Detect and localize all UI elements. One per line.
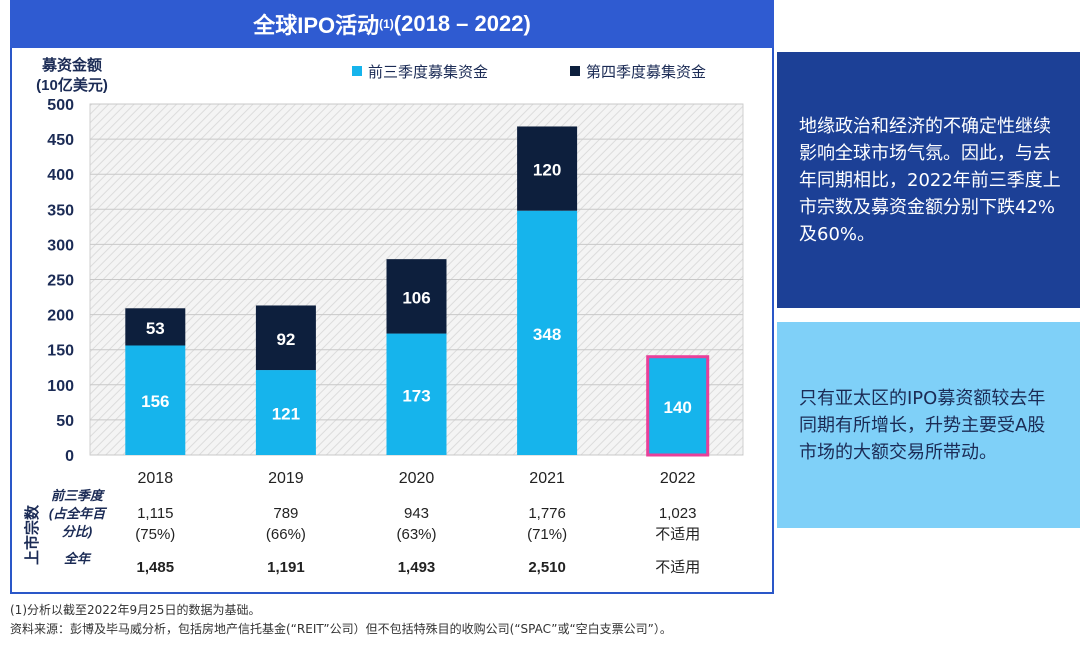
title-text: 全球IPO活动 (253, 13, 380, 38)
bar-q4-2021 (517, 126, 578, 211)
bar-q123-2019 (255, 370, 316, 455)
x-tick-label-2022: 2022 (660, 470, 696, 487)
bar-q4-2019 (255, 305, 316, 371)
table-side-label: 上市宗数 (23, 504, 41, 565)
bar-label-q123-2019: 121 (272, 405, 300, 424)
table-q123-count-2021: 1,776 (528, 505, 566, 522)
y-tick-label: 300 (47, 237, 74, 254)
bar-label-q4-2021: 120 (533, 161, 561, 180)
table-full-year-2018: 1,485 (137, 559, 175, 576)
footnote-1: (1)分析以截至2022年9月25日的数据为基础。 (10, 603, 261, 617)
commentary-text-2: 只有亚太区的IPO募资额较去年同期有所增长，升势主要受A股市场的大额交易所带动。 (799, 387, 1046, 463)
commentary-text-1: 地缘政治和经济的不确定性继续影响全球市场气氛。因此，与去年同期相比，2022年前… (799, 115, 1061, 245)
x-tick-label-2021: 2021 (529, 470, 565, 487)
x-tick-label-2018: 2018 (138, 470, 174, 487)
bar-label-q4-2018: 53 (146, 319, 165, 338)
table-full-year-2022: 不适用 (655, 559, 700, 576)
y-tick-label: 400 (47, 167, 74, 184)
table-q123-pct-2020: (63%) (396, 526, 436, 543)
bar-q4-2020 (386, 259, 447, 334)
table-q123-count-2020: 943 (404, 505, 429, 522)
bar-label-q123-2022: 140 (664, 398, 692, 417)
bar-q123-2021 (517, 210, 578, 455)
bar-label-q4-2019: 92 (276, 330, 295, 349)
y-tick-label: 50 (56, 413, 74, 430)
row1-label-line3: 分比) (62, 524, 92, 539)
x-tick-label-2019: 2019 (268, 470, 304, 487)
table-q123-count-2018: 1,115 (137, 505, 173, 522)
legend-swatch-2 (570, 66, 580, 76)
bar-label-q4-2020: 106 (402, 288, 430, 307)
bar-label-q123-2020: 173 (402, 386, 430, 405)
table-full-year-2020: 1,493 (398, 559, 436, 576)
table-q123-count-2019: 789 (273, 505, 298, 522)
title-years: (2018 – 2022) (393, 11, 531, 36)
legend-label-1: 前三季度募集资金 (368, 64, 488, 81)
table-q123-pct-2022: 不适用 (655, 526, 700, 543)
y-axis-label-line2: (10亿美元) (36, 76, 108, 94)
chart-title: 全球IPO活动 (1) (2018 – 2022) (10, 0, 774, 48)
table-q123-pct-2019: (66%) (266, 526, 306, 543)
table-q123-count-2022: 1,023 (659, 505, 697, 522)
bar-label-q123-2021: 348 (533, 325, 561, 344)
footnote-source: 资料来源：彭博及毕马威分析，包括房地产信托基金(“REIT”公司）但不包括特殊目… (10, 622, 672, 636)
y-tick-label: 200 (47, 308, 74, 325)
x-tick-label-2020: 2020 (399, 470, 435, 487)
legend-swatch-1 (352, 66, 362, 76)
row1-label-line1: 前三季度 (51, 488, 106, 503)
y-tick-label: 350 (47, 202, 74, 219)
table-full-year-2021: 2,510 (528, 559, 566, 576)
y-tick-label: 450 (47, 132, 74, 149)
bar-q123-2020 (386, 333, 447, 455)
row1-label-line2: (占全年百 (49, 506, 108, 521)
y-tick-label: 0 (65, 448, 74, 465)
y-axis-label-line1: 募资金额 (41, 56, 102, 74)
bar-q123-2018 (125, 345, 186, 455)
y-tick-label: 500 (47, 97, 74, 114)
table-q123-pct-2018: (75%) (135, 526, 175, 543)
row2-label: 全年 (64, 551, 92, 566)
y-tick-label: 150 (47, 343, 74, 360)
ipo-bar-chart: 0 50 100 150 200 250 300 350 400 450 500 156 53 121 9… (23, 56, 744, 576)
commentary-box-1: 地缘政治和经济的不确定性继续影响全球市场气氛。因此，与去年同期相比，2022年前… (777, 52, 1080, 308)
table-q123-pct-2021: (71%) (527, 526, 567, 543)
title-footnote-mark: (1) (379, 17, 394, 31)
bar-label-q123-2018: 156 (141, 392, 169, 411)
bar-q4-2018 (125, 308, 186, 346)
bar-q123-2022 (646, 355, 710, 457)
y-tick-label: 250 (47, 273, 74, 290)
legend-label-2: 第四季度募集资金 (586, 63, 706, 81)
table-full-year-2019: 1,191 (267, 559, 305, 576)
commentary-box-2: 只有亚太区的IPO募资额较去年同期有所增长，升势主要受A股市场的大额交易所带动。 (777, 322, 1080, 528)
y-tick-label: 100 (47, 378, 74, 395)
